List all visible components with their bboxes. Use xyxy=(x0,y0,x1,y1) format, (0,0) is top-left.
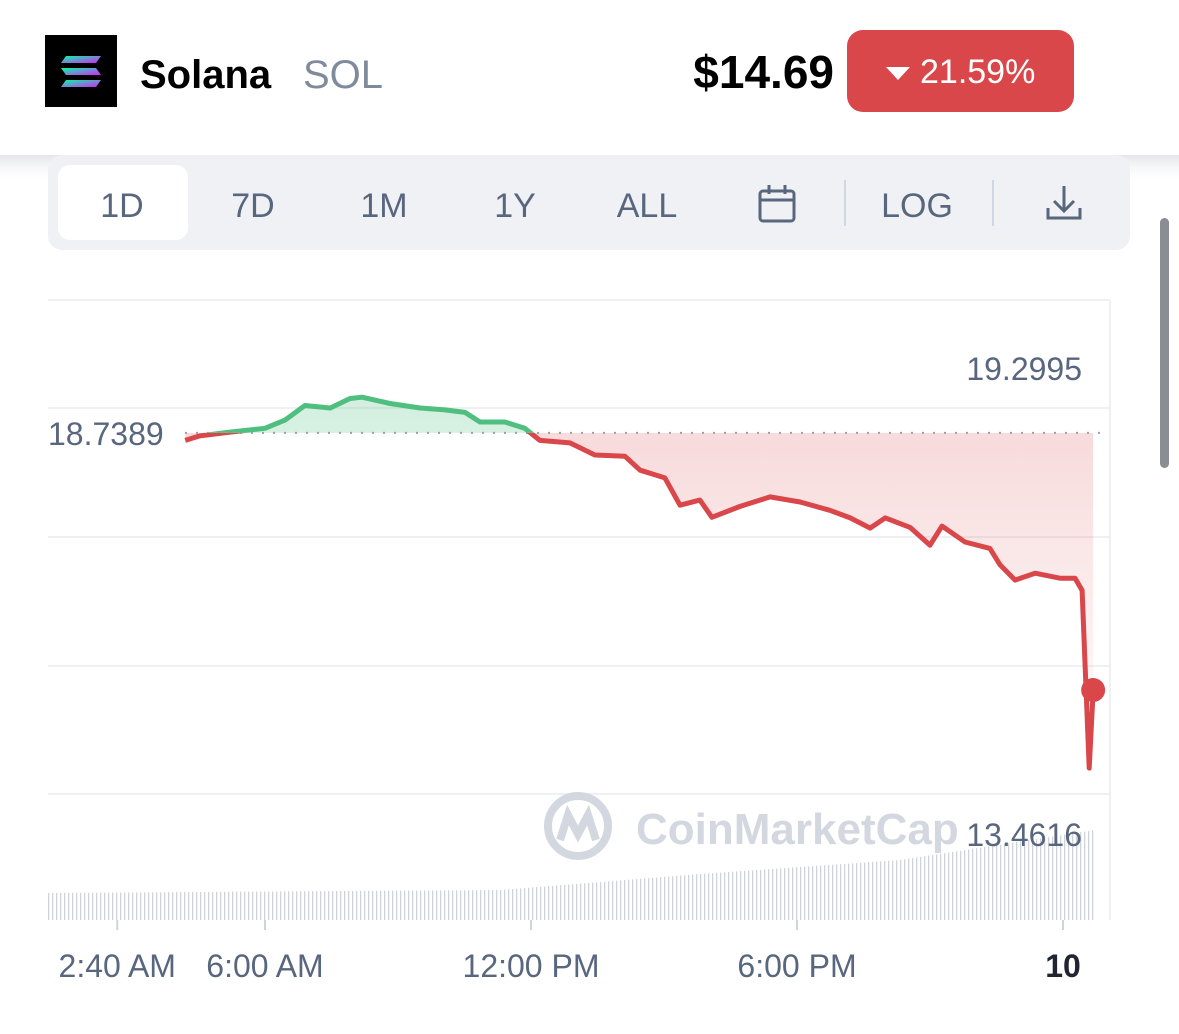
area-up xyxy=(185,397,1094,433)
watermark: CoinMarketCap xyxy=(636,805,959,854)
download-icon[interactable] xyxy=(1046,186,1082,220)
coin-symbol: SOL xyxy=(303,53,383,97)
down-arrow xyxy=(886,67,910,80)
tabs: 1D 7D 1M 1Y ALL LOG xyxy=(100,187,953,225)
area-down xyxy=(185,432,1094,769)
tab[interactable]: LOG xyxy=(881,187,953,225)
x-tick-label: 6:00 AM xyxy=(206,948,323,984)
tab[interactable]: 1M xyxy=(360,187,407,225)
coin-name: Solana xyxy=(140,53,272,97)
current-dot xyxy=(1081,678,1106,703)
price-line-up xyxy=(204,394,535,433)
tab[interactable]: ALL xyxy=(617,187,678,225)
scrollbar xyxy=(1160,218,1169,468)
tab[interactable]: 7D xyxy=(231,187,274,225)
x-tick-label: 2:40 AM xyxy=(59,948,176,984)
price: $14.69 xyxy=(693,46,834,98)
tab-bar xyxy=(48,155,1130,250)
watermark-logo xyxy=(544,792,612,860)
x-tick-label: 6:00 PM xyxy=(737,948,856,984)
change-pill xyxy=(847,30,1074,112)
chart-frame xyxy=(48,299,1111,920)
label-bg xyxy=(46,410,180,455)
tab[interactable]: 1D xyxy=(100,187,143,225)
reference-label: 18.7389 xyxy=(48,416,164,452)
price-line-down xyxy=(184,432,1096,771)
volume-bars xyxy=(48,830,1095,920)
tab[interactable]: 1Y xyxy=(494,187,536,225)
change-value: 21.59% xyxy=(920,53,1035,91)
x-tick-label: 12:00 PM xyxy=(463,948,600,984)
logo xyxy=(45,35,117,107)
low-label: 13.4616 xyxy=(966,817,1082,853)
tab-selected xyxy=(58,165,188,240)
plot: 2:40 AM 6:00 AM 12:00 PM 6:00 PM 10 18.7389 19… xyxy=(46,351,1106,984)
x-tick-label: 10 xyxy=(1045,948,1081,984)
calendar-icon[interactable] xyxy=(758,185,796,223)
high-label: 19.2995 xyxy=(966,351,1082,387)
